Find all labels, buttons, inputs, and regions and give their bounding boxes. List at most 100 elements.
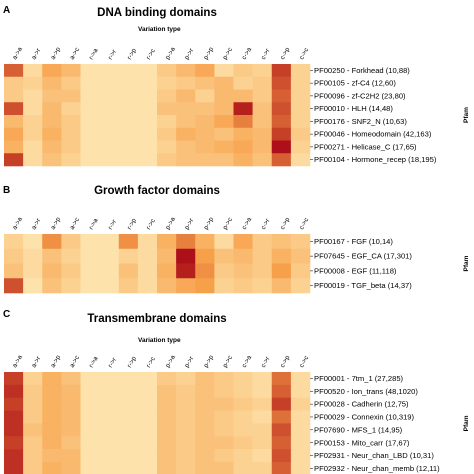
heatmap-cell (99, 278, 120, 294)
heatmap-cell (61, 263, 81, 279)
heatmap-cell (4, 140, 24, 154)
heatmap-cell (176, 102, 196, 116)
heatmap-cell (80, 461, 100, 474)
heatmap-cell (271, 372, 292, 386)
heatmap-cell (271, 89, 292, 103)
heatmap-cell (99, 89, 120, 103)
heatmap-cell (99, 127, 120, 141)
column-label: c->r (260, 217, 272, 231)
heatmap-cell (176, 436, 196, 450)
heatmap-cell (195, 397, 215, 411)
heatmap-cell (42, 449, 62, 463)
heatmap-cell (252, 248, 273, 264)
heatmap-cell (214, 449, 234, 463)
heatmap-cell (271, 263, 292, 279)
heatmap-cell (118, 384, 139, 398)
column-label: r->r (107, 356, 119, 369)
column-label: c->c (298, 46, 311, 61)
heatmap-cell (252, 436, 273, 450)
column-label: p->r (183, 217, 195, 231)
heatmap-cell (80, 278, 100, 294)
row-label: PF02931 - Neur_chan_LBD (10,31) (314, 451, 434, 460)
heatmap-cell (42, 64, 62, 78)
heatmap-cell (137, 153, 158, 167)
heatmap-cell (118, 127, 139, 141)
heatmap-cell (290, 423, 311, 437)
row-label: PF07645 - EGF_CA (17,301) (314, 252, 412, 261)
heatmap-cell (176, 140, 196, 154)
heatmap-cell (42, 423, 62, 437)
heatmap-cell (271, 449, 292, 463)
heatmap-cell (42, 89, 62, 103)
column-label: a->p (49, 354, 62, 369)
heatmap-cell (176, 89, 196, 103)
heatmap-cell (252, 278, 273, 294)
heatmap-cell (290, 372, 311, 386)
heatmap-cell (61, 372, 81, 386)
column-label: p->a (164, 46, 177, 61)
row-label: PF07690 - MFS_1 (14,95) (314, 425, 403, 434)
y-axis-label: Pfam (463, 415, 470, 431)
heatmap-cell (4, 397, 24, 411)
heatmap-cell (61, 248, 81, 264)
heatmap-cell (290, 153, 311, 167)
heatmap-cell (214, 410, 234, 424)
heatmap-cell (137, 89, 158, 103)
heatmap-cell (80, 410, 100, 424)
heatmap-cell (42, 102, 62, 116)
column-label: a->r (30, 355, 42, 369)
heatmap-cell (42, 461, 62, 474)
heatmap-cell (4, 384, 24, 398)
heatmap-cell (271, 278, 292, 294)
column-label: r->a (88, 47, 100, 61)
heatmap-cell (80, 102, 100, 116)
heatmap-cell (137, 423, 158, 437)
heatmap-cell (4, 115, 24, 129)
heatmap-cell (290, 449, 311, 463)
heatmap-cell (99, 436, 120, 450)
heatmap-cell (23, 140, 43, 154)
heatmap-cell (195, 89, 215, 103)
heatmap-cell (118, 278, 139, 294)
heatmap-cell (195, 436, 215, 450)
heatmap-cell (252, 263, 273, 279)
heatmap-cell (271, 423, 292, 437)
heatmap-cell (290, 384, 311, 398)
column-label: p->c (222, 46, 235, 61)
heatmap-cell (233, 153, 253, 167)
heatmap-cell (23, 89, 43, 103)
heatmap-cell (61, 234, 81, 250)
heatmap-cell (42, 248, 62, 264)
heatmap-cell (195, 278, 215, 294)
heatmap-cell (4, 263, 24, 279)
column-label: p->p (202, 216, 215, 231)
heatmap-cell (137, 461, 158, 474)
heatmap-cell (290, 397, 311, 411)
heatmap-cell (252, 127, 273, 141)
heatmap-cell (176, 153, 196, 167)
heatmap-cell (214, 153, 234, 167)
heatmap-cell (80, 263, 100, 279)
heatmap-cell (4, 64, 24, 78)
heatmap-cell (61, 115, 81, 129)
heatmap-cell (214, 248, 234, 264)
heatmap-cell (80, 436, 100, 450)
heatmap-cell (195, 102, 215, 116)
panel-a: A DNA binding domains Variation type a->a a-… (3, 5, 470, 167)
column-label: p->c (222, 354, 235, 369)
heatmap-cell (195, 140, 215, 154)
heatmap-cell (176, 410, 196, 424)
heatmap-cell (42, 278, 62, 294)
heatmap-cell (176, 372, 196, 386)
heatmap-cell (157, 140, 177, 154)
heatmap-cell (290, 278, 311, 294)
row-label: PF00520 - Ion_trans (48,1020) (314, 387, 418, 396)
row-label: PF00028 - Cadherin (12,75) (314, 400, 409, 409)
heatmap-cell (290, 64, 311, 78)
heatmap-cell (4, 76, 24, 90)
heatmap-cell (61, 384, 81, 398)
heatmap-cell (99, 384, 120, 398)
column-label: a->a (11, 216, 24, 231)
heatmap-cell (80, 76, 100, 90)
heatmap-cell (233, 436, 253, 450)
